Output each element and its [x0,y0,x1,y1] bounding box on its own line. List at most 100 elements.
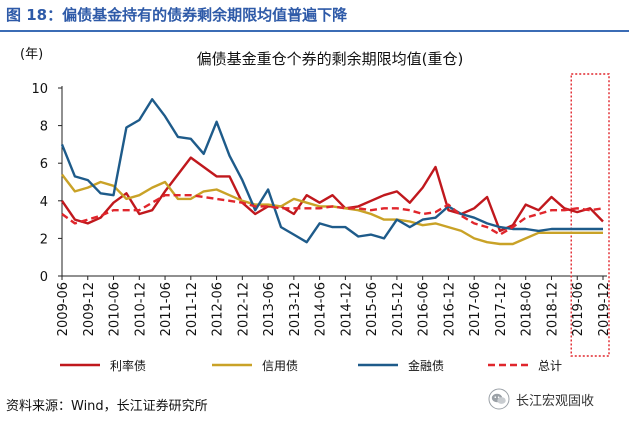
data-point [421,218,423,220]
y-tick-label: 2 [40,232,48,247]
data-point [138,119,140,121]
data-point [112,209,114,211]
data-point [563,232,565,234]
data-point [74,175,76,177]
data-point [138,213,140,215]
data-point [434,217,436,219]
data-point [61,213,63,215]
x-tick-label: 2015-06 [365,282,380,336]
x-tick-label: 2019-06 [571,282,586,336]
data-point [125,198,127,200]
data-point [473,217,475,219]
data-point [550,232,552,234]
data-point [525,237,527,239]
data-point [202,190,204,192]
data-point [254,213,256,215]
x-tick-label: 2012-06 [211,282,226,336]
data-point [74,190,76,192]
wechat-account-name: 长江宏观固收 [516,393,595,409]
data-point [473,222,475,224]
data-point [589,209,591,211]
data-point [421,213,423,215]
x-tick-label: 2010-12 [133,282,148,336]
data-point [409,220,411,222]
data-point [396,190,398,192]
data-point [357,207,359,209]
data-point [370,209,372,211]
data-point [74,222,76,224]
wechat-account-badge: 长江宏观固收 [488,388,594,410]
data-point [550,196,552,198]
data-point [434,211,436,213]
data-point [576,232,578,234]
data-point [550,209,552,211]
data-point [396,218,398,220]
data-point [370,200,372,202]
data-point [383,218,385,220]
data-point [512,226,514,228]
x-tick-label: 2017-12 [494,282,509,336]
data-point [486,226,488,228]
data-point [344,226,346,228]
data-point [151,186,153,188]
data-point [344,207,346,209]
data-point [370,233,372,235]
data-point [190,156,192,158]
data-point [447,226,449,228]
data-point [576,228,578,230]
data-point [228,154,230,156]
data-point [447,203,449,205]
data-point [87,186,89,188]
y-tick-label: 6 [40,157,48,172]
data-point [525,217,527,219]
data-point [228,200,230,202]
figure-title: 图 18：偏债基金持有的债券剩余期限均值普遍下降 [6,6,348,24]
data-point [177,173,179,175]
data-point [563,209,565,211]
data-point [202,166,204,168]
data-point [383,237,385,239]
data-point [215,175,217,177]
data-point [254,205,256,207]
data-point [215,198,217,200]
data-point [383,207,385,209]
data-point [357,235,359,237]
data-point [151,98,153,100]
data-point [421,186,423,188]
data-point [576,211,578,213]
data-point [190,198,192,200]
data-point [460,215,462,217]
data-point [112,194,114,196]
x-tick-label: 2018-06 [520,282,535,336]
legend-label: 金融债 [408,358,444,373]
x-tick-label: 2015-12 [391,282,406,336]
data-point [267,188,269,190]
data-point [241,201,243,203]
data-point [190,194,192,196]
data-point [215,121,217,123]
data-point [87,179,89,181]
data-point [434,166,436,168]
data-point [602,228,604,230]
data-point [370,213,372,215]
data-point [576,207,578,209]
y-tick-label: 8 [40,120,48,135]
data-point [293,213,295,215]
data-point [421,224,423,226]
legend-label: 利率债 [110,358,146,373]
x-tick-label: 2011-12 [185,282,200,336]
legend-label: 信用债 [262,359,298,373]
x-tick-label: 2017-06 [468,282,483,336]
data-point [447,209,449,211]
series-line-1 [61,156,604,233]
data-point [177,136,179,138]
data-point [409,226,411,228]
data-point [280,226,282,228]
data-point [228,194,230,196]
data-point [409,209,411,211]
data-point [383,194,385,196]
data-point [525,228,527,230]
y-tick-label: 0 [40,270,48,285]
data-point [99,215,101,217]
data-point [306,241,308,243]
